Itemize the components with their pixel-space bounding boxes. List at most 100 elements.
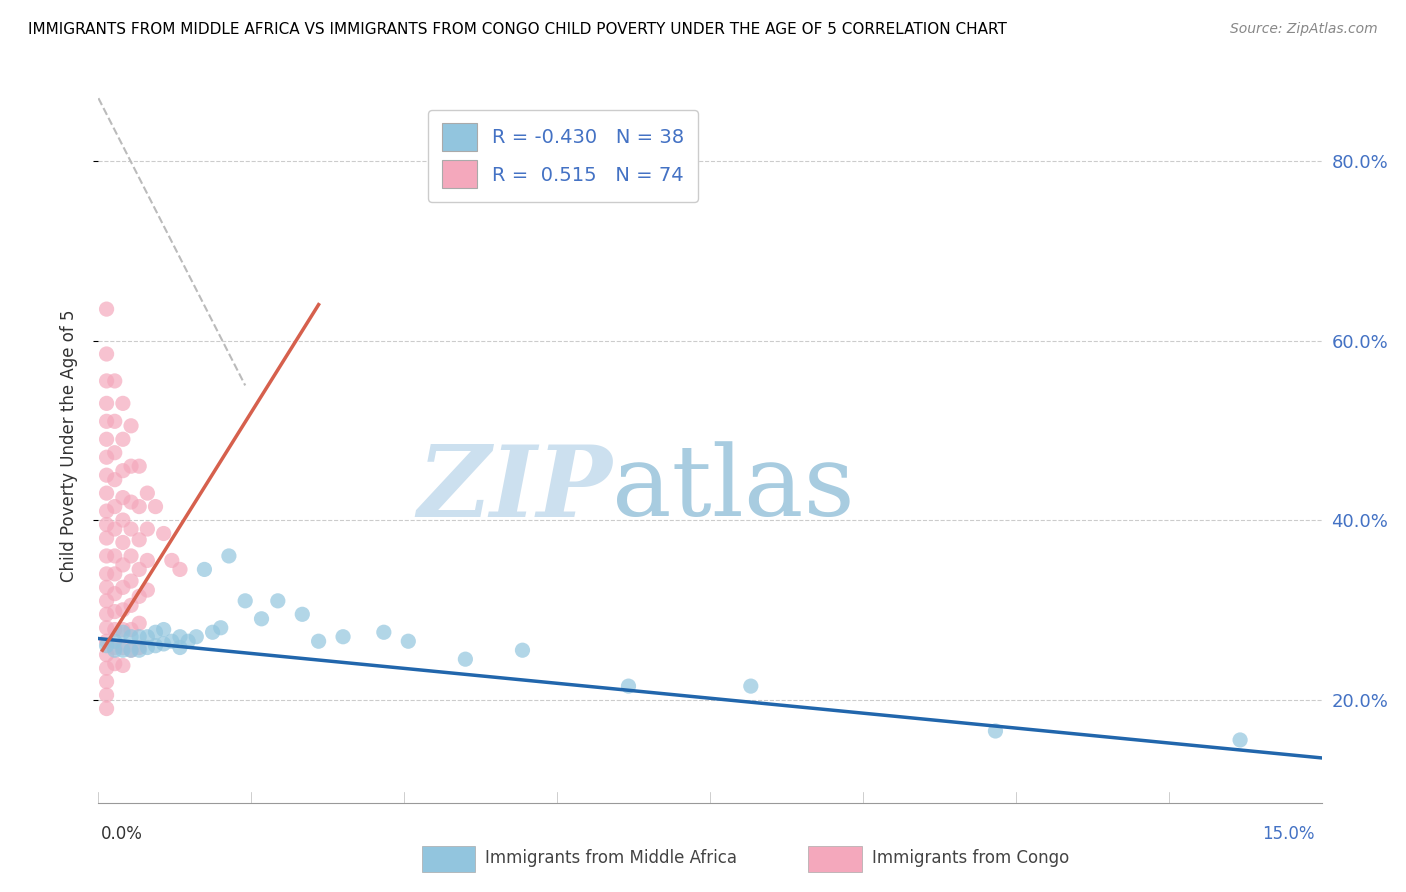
Point [111,658,134,673]
Point [136,486,159,500]
Point [96,661,118,675]
Text: Source: ZipAtlas.com: Source: ZipAtlas.com [1230,22,1378,37]
Text: Immigrants from Congo: Immigrants from Congo [872,849,1069,867]
Point [233,594,256,608]
Point [160,553,183,567]
Point [128,616,150,631]
Point [120,630,142,644]
Text: Immigrants from Middle Africa: Immigrants from Middle Africa [485,849,737,867]
Point [96,634,118,648]
Point [96,549,118,563]
Text: 15.0%: 15.0% [1263,825,1315,843]
Point [120,643,142,657]
Point [104,414,127,428]
Point [120,522,142,536]
Point [128,459,150,474]
Point [120,495,142,509]
Y-axis label: Child Poverty Under the Age of 5: Child Poverty Under the Age of 5 [59,310,77,582]
Point [332,630,354,644]
Point [128,643,150,657]
Text: 0.0%: 0.0% [101,825,143,843]
Point [145,625,167,640]
Point [111,643,134,657]
Point [96,396,118,410]
Point [136,640,159,655]
Point [169,562,191,576]
Point [111,491,134,505]
Point [96,504,118,518]
Text: atlas: atlas [612,441,855,537]
Point [984,723,1007,738]
Point [96,594,118,608]
Point [104,657,127,671]
Point [250,612,273,626]
Point [111,432,134,446]
Text: ZIP: ZIP [418,441,612,537]
Point [152,526,174,541]
Point [291,607,314,622]
Point [96,639,118,653]
Point [209,621,232,635]
Point [111,464,134,478]
Point [617,679,640,693]
Point [120,599,142,613]
Text: IMMIGRANTS FROM MIDDLE AFRICA VS IMMIGRANTS FROM CONGO CHILD POVERTY UNDER THE A: IMMIGRANTS FROM MIDDLE AFRICA VS IMMIGRA… [28,22,1007,37]
Point [136,583,159,598]
Point [96,566,118,581]
Point [120,574,142,588]
Point [111,603,134,617]
Point [111,625,134,640]
Point [111,640,134,655]
Point [111,623,134,637]
Point [128,533,150,547]
Point [96,374,118,388]
Point [454,652,477,666]
Point [104,566,127,581]
Point [104,522,127,536]
Legend: R = -0.430   N = 38, R =  0.515   N = 74: R = -0.430 N = 38, R = 0.515 N = 74 [429,110,699,202]
Point [201,625,224,640]
Point [177,634,200,648]
Point [96,701,118,715]
Point [104,473,127,487]
Point [104,634,127,648]
Point [111,535,134,549]
Point [396,634,419,648]
Point [169,640,191,655]
Point [120,549,142,563]
Point [152,623,174,637]
Point [104,605,127,619]
Point [152,637,174,651]
Point [373,625,395,640]
Point [120,623,142,637]
Point [96,450,118,465]
Point [96,621,118,635]
Point [136,522,159,536]
Point [96,531,118,545]
Point [136,630,159,644]
Point [120,459,142,474]
Point [267,594,290,608]
Point [96,414,118,428]
Point [193,562,215,576]
Point [128,630,150,644]
Point [128,500,150,514]
Point [186,630,208,644]
Point [512,643,534,657]
Point [96,674,118,689]
Point [104,500,127,514]
Point [128,562,150,576]
Point [104,587,127,601]
Point [120,418,142,433]
Point [111,558,134,572]
Point [104,374,127,388]
Point [96,347,118,361]
Point [111,580,134,594]
Point [104,623,127,637]
Point [145,500,167,514]
Point [96,688,118,702]
Point [111,396,134,410]
Point [136,553,159,567]
Point [96,580,118,594]
Point [96,648,118,662]
